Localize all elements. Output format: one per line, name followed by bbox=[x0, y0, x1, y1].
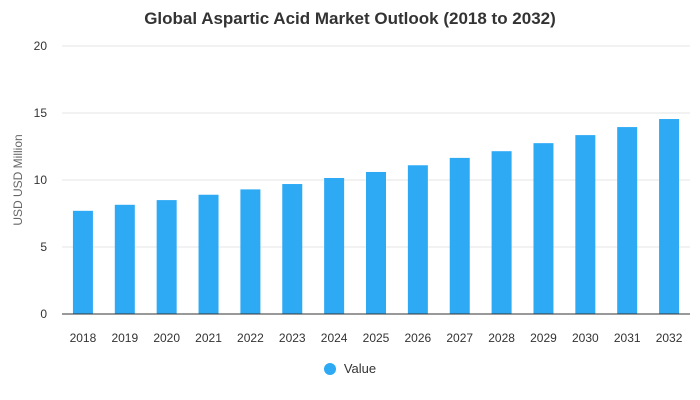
bar-2029[interactable] bbox=[533, 143, 554, 314]
y-tick-label: 20 bbox=[34, 39, 48, 53]
x-tick-label: 2030 bbox=[572, 331, 599, 345]
bar-2030[interactable] bbox=[575, 135, 596, 314]
x-tick-label: 2018 bbox=[70, 331, 97, 345]
x-tick-label: 2031 bbox=[614, 331, 641, 345]
x-tick-label: 2026 bbox=[405, 331, 432, 345]
bar-2032[interactable] bbox=[659, 119, 680, 314]
bar-2024[interactable] bbox=[324, 177, 345, 314]
x-tick-label: 2028 bbox=[488, 331, 515, 345]
bars bbox=[72, 119, 680, 314]
y-axis-title: USD USD Million bbox=[11, 134, 25, 225]
x-tick-label: 2019 bbox=[111, 331, 138, 345]
y-tick-label: 15 bbox=[34, 106, 48, 120]
x-tick-label: 2029 bbox=[530, 331, 557, 345]
legend-swatch bbox=[323, 362, 336, 375]
legend: Value bbox=[0, 361, 700, 376]
y-tick-label: 0 bbox=[40, 307, 47, 321]
y-tick-label: 10 bbox=[34, 173, 48, 187]
x-tick-labels: 2018 2019 2020 2021 2022 2023 2024 2025 2026 2027… bbox=[70, 331, 683, 345]
bar-2022[interactable] bbox=[240, 189, 261, 314]
x-tick-label: 2020 bbox=[153, 331, 180, 345]
bar-2018[interactable] bbox=[72, 210, 93, 314]
x-tick-label: 2022 bbox=[237, 331, 264, 345]
bar-2031[interactable] bbox=[617, 127, 638, 314]
bar-2020[interactable] bbox=[156, 200, 177, 314]
bar-2027[interactable] bbox=[449, 157, 470, 314]
legend-label[interactable]: Value bbox=[343, 361, 377, 376]
y-tick-label: 5 bbox=[40, 240, 47, 254]
x-tick-label: 2024 bbox=[321, 331, 348, 345]
bar-2026[interactable] bbox=[407, 165, 428, 314]
x-tick-label: 2027 bbox=[446, 331, 473, 345]
x-tick-label: 2021 bbox=[195, 331, 222, 345]
x-tick-label: 2025 bbox=[363, 331, 390, 345]
chart-title: Global Aspartic Acid Market Outlook (201… bbox=[144, 9, 556, 28]
x-tick-label: 2032 bbox=[656, 331, 683, 345]
bar-2021[interactable] bbox=[198, 194, 219, 314]
bar-2023[interactable] bbox=[282, 184, 303, 314]
x-tick-label: 2023 bbox=[279, 331, 306, 345]
bar-2028[interactable] bbox=[491, 151, 512, 314]
bar-2019[interactable] bbox=[114, 204, 135, 314]
y-tick-labels: 0 5 10 15 20 bbox=[34, 39, 48, 321]
bar-2025[interactable] bbox=[366, 171, 386, 314]
